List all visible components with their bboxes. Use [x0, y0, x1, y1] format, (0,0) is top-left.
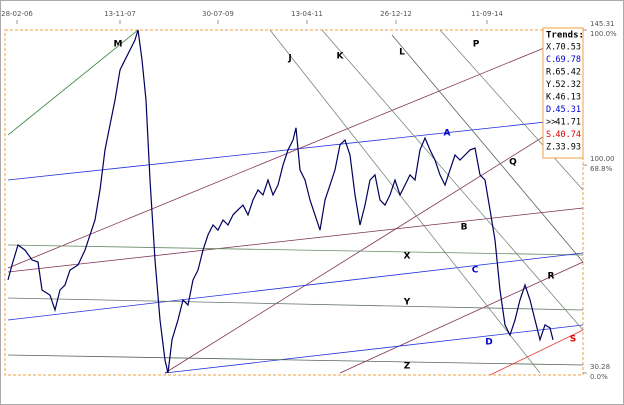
y-pct-label: 0.0% [590, 373, 608, 381]
trend-label: D. [546, 105, 556, 115]
trend-line [7, 31, 584, 269]
annotation: K [337, 52, 345, 62]
trend-line [439, 29, 584, 191]
annotation: A [444, 129, 451, 139]
y-tick-label: 30.28 [590, 363, 610, 371]
annotation: C [472, 266, 479, 276]
annotation: L [399, 48, 405, 58]
y-tick-label: 100.00 [590, 155, 615, 163]
trend-label: Z. [546, 143, 556, 153]
annotation: J [287, 54, 291, 64]
price-line [7, 29, 554, 374]
trend-label: Y. [546, 80, 556, 90]
trend-line [269, 29, 541, 374]
annotation: Q [509, 158, 517, 168]
trend-value: 46.13 [555, 93, 581, 103]
trend-line [164, 111, 584, 374]
trend-line [7, 244, 584, 256]
trend-line [7, 207, 584, 273]
trend-line [7, 29, 139, 136]
trend-label: K. [546, 93, 556, 103]
trend-line [391, 34, 584, 263]
trend-label: X. [546, 43, 556, 53]
trend-line [164, 324, 584, 374]
annotation: Y [403, 298, 411, 308]
trend-value: 41.71 [555, 118, 581, 128]
x-tick-label: 13-04-11 [291, 10, 323, 18]
annotation: R [548, 272, 555, 282]
y-tick-label: 145.31 [590, 20, 615, 28]
x-tick-label: 26-12-12 [380, 10, 412, 18]
trend-line [7, 252, 584, 321]
annotation: X [404, 252, 411, 262]
annotation: B [461, 223, 468, 233]
annotation: S [570, 335, 576, 345]
annotation: D [485, 338, 492, 348]
annotation: M [114, 40, 123, 50]
trend-line [489, 329, 584, 376]
trend-value: 45.31 [555, 105, 581, 115]
trend-line [7, 297, 584, 311]
trend-value: 33.93 [555, 143, 581, 153]
trend-line [339, 261, 584, 374]
annotations: M J K L P A Q B X C R Y D S Z [114, 40, 577, 372]
trend-value: 69.78 [555, 55, 581, 65]
trend-label: C. [546, 55, 556, 65]
trend-label: R. [546, 68, 556, 78]
trend-lines [7, 29, 584, 376]
plot-border [4, 29, 584, 376]
trend-value: 65.42 [555, 68, 581, 78]
trend-value: 40.74 [555, 130, 581, 140]
y-pct-label: 100.0% [590, 30, 617, 38]
x-tick-label: 11-09-14 [471, 10, 503, 18]
x-tick-label: 30-07-09 [202, 10, 234, 18]
trend-value: 52.32 [555, 80, 581, 90]
trends-box [542, 27, 584, 159]
trend-label: >> [546, 118, 556, 128]
trend-line [7, 117, 584, 181]
annotation: Z [404, 362, 411, 372]
trend-value: 70.53 [555, 43, 581, 53]
trends-title: Trends: [546, 31, 584, 41]
trend-line [321, 29, 584, 331]
x-tick-label: 28-02-06 [1, 10, 33, 18]
annotation: P [473, 40, 480, 50]
x-tick-label: 13-11-07 [104, 10, 136, 18]
y-pct-label: 68.8% [590, 165, 613, 173]
trend-line [7, 354, 584, 366]
trend-label: S. [546, 130, 556, 140]
